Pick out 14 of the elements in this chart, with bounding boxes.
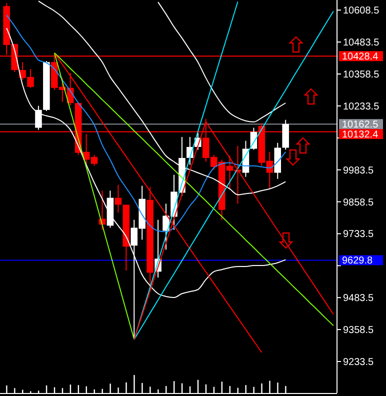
ref-line-label: 10428.4 <box>342 52 379 63</box>
y-tick-label: 9483.5 <box>343 293 374 304</box>
ref-line-label: 9629.8 <box>342 256 374 267</box>
y-tick-label: 10608.5 <box>343 6 380 17</box>
y-tick-label: 9983.5 <box>343 165 374 176</box>
ref-line-label: 10162.5 <box>342 120 379 131</box>
y-tick-label: 10358.5 <box>343 69 380 80</box>
ref-line-label: 10132.4 <box>342 130 379 141</box>
y-tick-label: 10483.5 <box>343 38 380 49</box>
y-tick-label: 9858.5 <box>343 197 374 208</box>
y-tick-label: 9358.5 <box>343 325 374 336</box>
y-tick-label: 9233.5 <box>343 357 374 368</box>
y-tick-label: 9733.5 <box>343 229 374 240</box>
y-tick-label: 10233.5 <box>343 101 380 112</box>
